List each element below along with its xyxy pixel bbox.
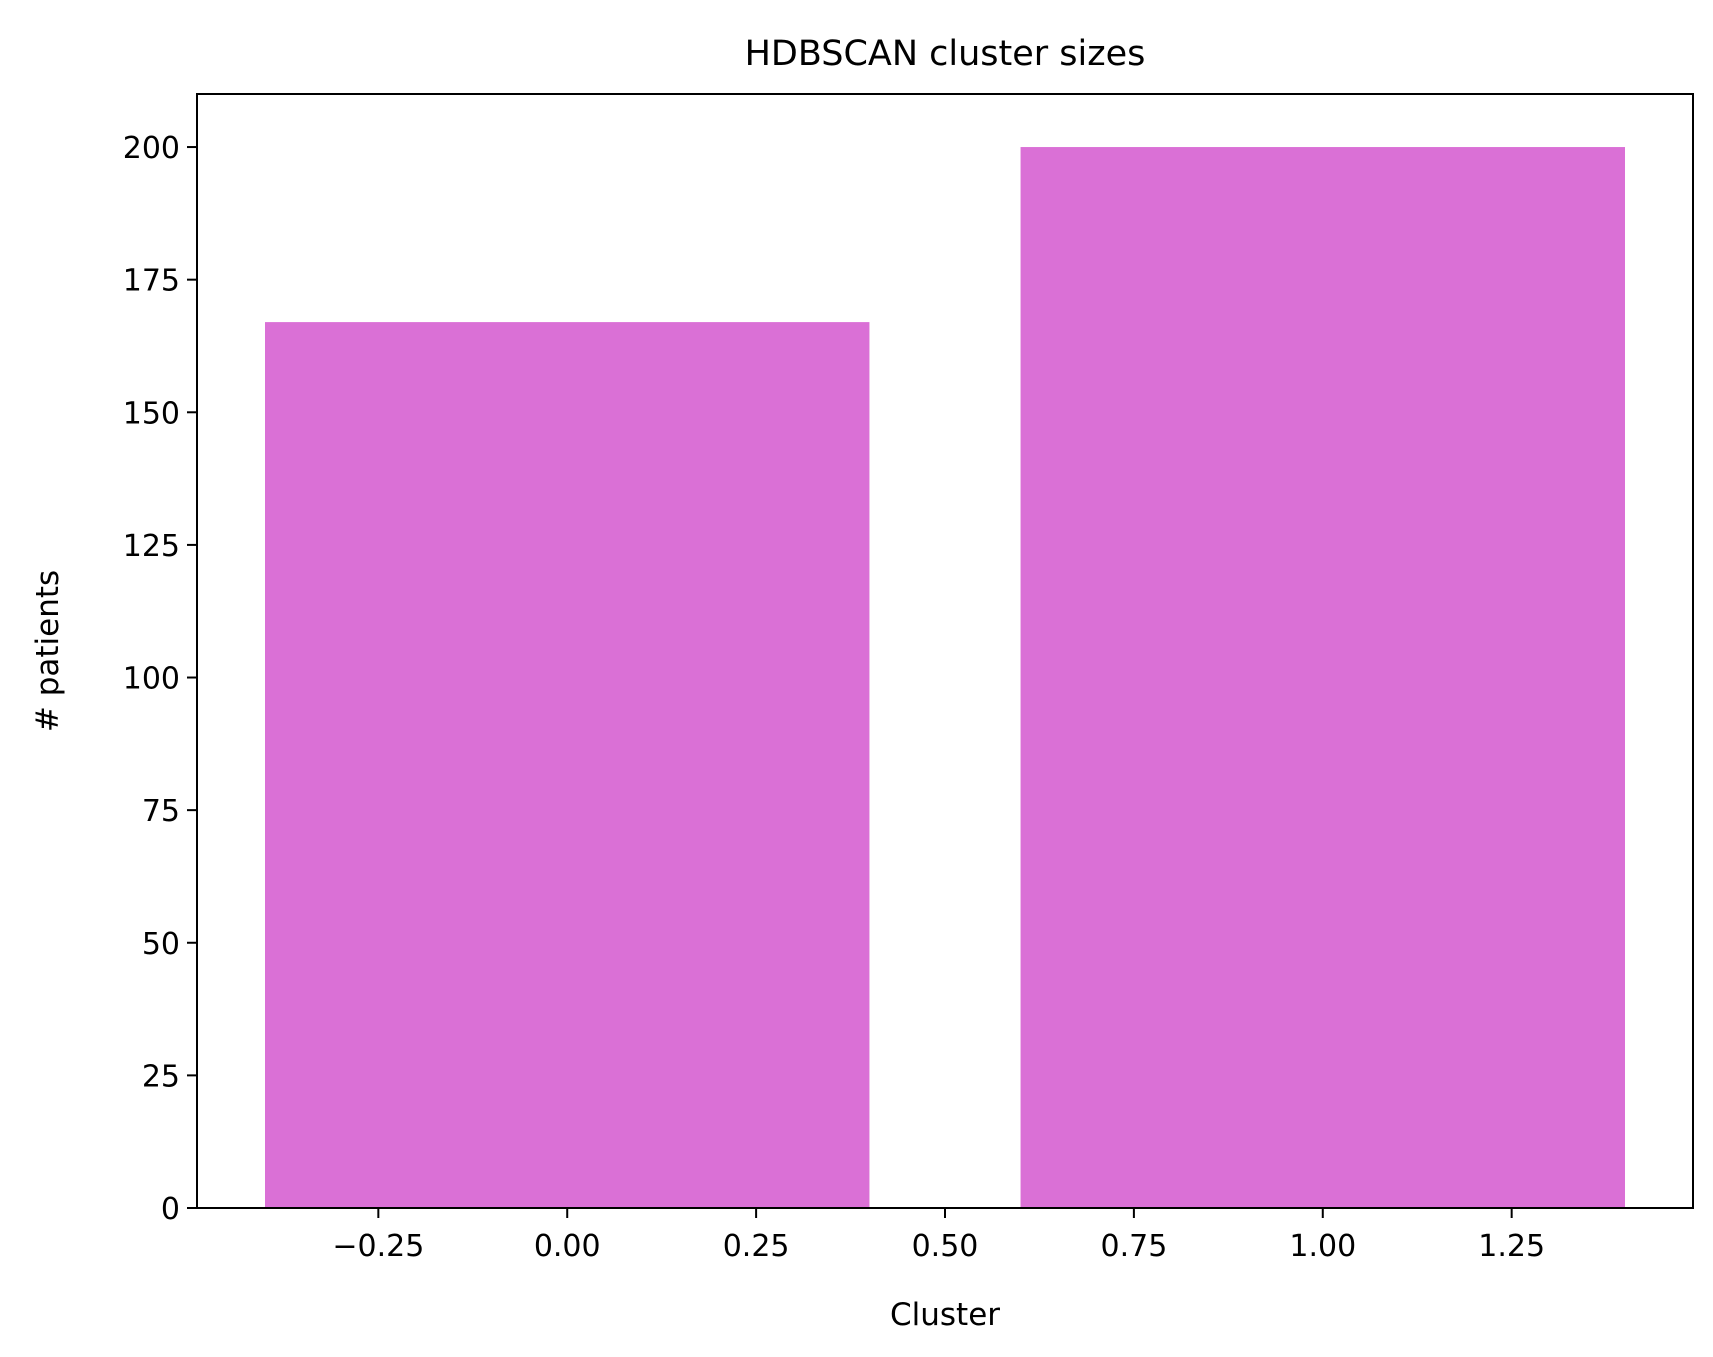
y-tick-label: 125 xyxy=(123,529,180,564)
bar-cluster-0 xyxy=(265,322,870,1209)
x-tick-label: 0.50 xyxy=(912,1229,979,1264)
x-tick-label: 0.75 xyxy=(1100,1229,1167,1264)
x-tick-label: 0.00 xyxy=(534,1229,601,1264)
y-tick-label: 150 xyxy=(123,396,180,431)
chart-title: HDBSCAN cluster sizes xyxy=(745,34,1146,74)
y-axis-label: # patients xyxy=(30,570,66,732)
y-tick-label: 75 xyxy=(142,794,180,829)
y-tick-label: 50 xyxy=(142,927,180,962)
y-tick-label: 0 xyxy=(161,1192,180,1227)
x-tick-label: −0.25 xyxy=(332,1229,424,1264)
y-tick-label: 200 xyxy=(123,131,180,166)
bar-cluster-1 xyxy=(1020,147,1625,1209)
x-axis-ticks: −0.25 0.00 0.25 0.50 0.75 1.00 1.25 xyxy=(332,1208,1545,1264)
y-tick-label: 100 xyxy=(123,662,180,697)
y-tick-label: 175 xyxy=(123,264,180,299)
x-tick-label: 1.00 xyxy=(1289,1229,1356,1264)
bars-group xyxy=(265,147,1625,1209)
y-tick-label: 25 xyxy=(142,1059,180,1094)
y-axis-ticks: 0 25 50 75 100 125 150 175 200 xyxy=(123,131,197,1227)
x-axis-label: Cluster xyxy=(890,1297,1000,1333)
x-tick-label: 0.25 xyxy=(723,1229,790,1264)
x-tick-label: 1.25 xyxy=(1478,1229,1545,1264)
